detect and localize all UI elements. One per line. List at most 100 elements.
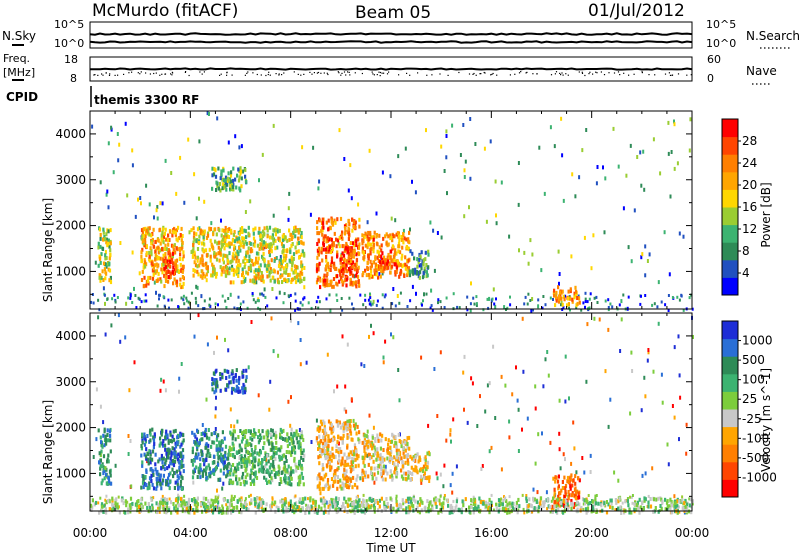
echo-cell <box>195 239 198 244</box>
echo-cell <box>109 248 112 253</box>
echo-cell <box>250 443 253 448</box>
echo-cell <box>224 175 228 180</box>
echo-cell <box>204 262 207 266</box>
echo-cell <box>392 287 395 291</box>
echo-cell <box>244 443 247 448</box>
echo-cell <box>447 503 450 508</box>
echo-cell <box>575 496 578 501</box>
echo-cell <box>339 257 342 262</box>
echo-cell <box>322 238 325 243</box>
echo-cell <box>99 236 102 241</box>
echo-cell <box>245 503 248 507</box>
echo-cell <box>666 506 669 511</box>
echo-cell <box>245 504 247 508</box>
echo-cell <box>254 445 257 449</box>
nave-point <box>641 71 643 73</box>
echo-cell <box>355 243 358 248</box>
echo-cell <box>330 259 333 264</box>
echo-cell <box>521 493 524 497</box>
echo-cell <box>394 435 397 440</box>
echo-cell <box>409 227 411 232</box>
echo-cell <box>181 440 184 445</box>
echo-cell <box>180 246 183 251</box>
echo-cell <box>544 357 547 362</box>
echo-cell <box>332 455 335 460</box>
echo-cell <box>282 266 285 271</box>
echo-cell <box>689 117 692 122</box>
echo-cell <box>389 270 392 275</box>
echo-cell <box>97 241 100 246</box>
echo-cell <box>372 443 375 448</box>
echo-cell <box>316 231 319 236</box>
echo-cell <box>151 276 155 281</box>
power-ylabel: Slant Range [km] <box>41 198 55 302</box>
echo-cell <box>277 472 280 477</box>
echo-cell <box>351 264 354 269</box>
echo-cell <box>165 482 168 487</box>
echo-cell <box>239 302 242 306</box>
echo-cell <box>369 251 372 256</box>
nave-point <box>588 73 590 75</box>
echo-cell <box>159 477 162 482</box>
echo-cell <box>317 447 320 451</box>
echo-cell <box>280 471 283 475</box>
echo-cell <box>553 499 556 504</box>
echo-cell <box>561 486 564 490</box>
echo-cell <box>607 306 610 309</box>
echo-cell <box>413 256 416 261</box>
echo-cell <box>316 427 319 432</box>
echo-cell <box>191 430 194 435</box>
echo-cell <box>233 244 236 249</box>
echo-cell <box>222 178 226 183</box>
echo-cell <box>349 269 352 274</box>
echo-cell <box>192 240 195 245</box>
echo-cell <box>405 506 408 511</box>
echo-cell <box>323 234 326 239</box>
echo-cell <box>669 507 672 512</box>
echo-cell <box>169 430 172 435</box>
echo-cell <box>140 228 144 233</box>
nave-point <box>97 74 99 76</box>
echo-cell <box>195 465 198 470</box>
echo-cell <box>494 179 497 184</box>
colorbar-segment <box>722 259 738 278</box>
echo-cell <box>372 239 375 244</box>
echo-cell <box>667 151 670 156</box>
echo-cell <box>366 453 369 458</box>
echo-cell <box>324 455 327 459</box>
echo-cell <box>106 228 109 233</box>
echo-cell <box>483 146 486 151</box>
echo-cell <box>144 475 147 479</box>
echo-cell <box>657 321 660 326</box>
echo-cell <box>563 494 566 499</box>
echo-cell <box>102 230 105 235</box>
echo-cell <box>677 505 680 509</box>
echo-cell <box>407 266 411 271</box>
echo-cell <box>376 255 379 260</box>
echo-cell <box>558 431 561 436</box>
echo-cell <box>194 452 198 457</box>
echo-cell <box>660 372 663 377</box>
echo-cell <box>208 226 211 231</box>
echo-cell <box>412 271 415 276</box>
nave-point <box>164 73 166 75</box>
echo-cell <box>187 497 191 502</box>
echo-cell <box>317 267 320 272</box>
echo-cell <box>159 277 162 282</box>
echo-cell <box>648 252 651 257</box>
echo-cell <box>398 238 401 243</box>
echo-cell <box>331 446 334 451</box>
echo-cell <box>167 233 170 238</box>
echo-cell <box>256 504 259 509</box>
echo-cell <box>254 470 257 475</box>
echo-cell <box>340 504 344 509</box>
echo-cell <box>201 471 204 476</box>
echo-cell <box>167 472 171 477</box>
echo-cell <box>160 237 163 242</box>
nave-point <box>300 74 302 76</box>
echo-cell <box>304 511 307 515</box>
echo-cell <box>149 246 152 251</box>
echo-cell <box>214 495 217 499</box>
echo-cell <box>366 220 369 225</box>
echo-cell <box>361 233 364 238</box>
